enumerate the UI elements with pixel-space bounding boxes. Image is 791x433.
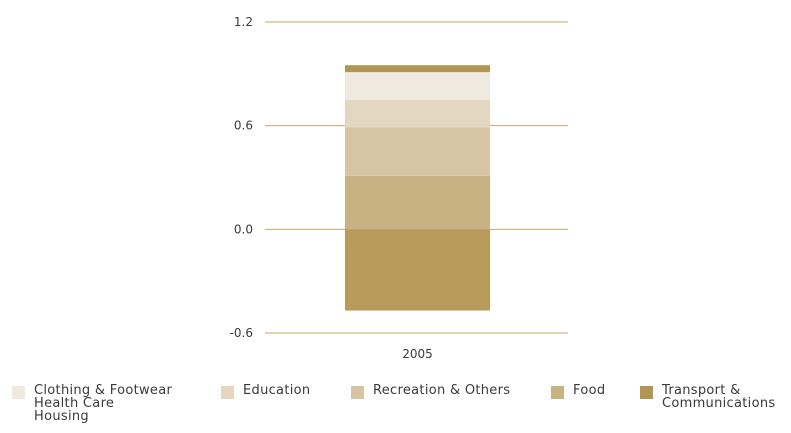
- legend-label: Recreation & Others: [373, 384, 510, 397]
- x-category-labels: 2005: [402, 347, 433, 361]
- legend-line: Education: [243, 383, 311, 398]
- y-tick-labels: 1.2 0.6 0.0 -0.6: [230, 15, 253, 340]
- legend: Clothing & Footwear Health Care Housing …: [0, 384, 791, 433]
- legend-item-food: Food: [551, 384, 605, 399]
- bar-segments: [345, 65, 490, 311]
- bar-segment: [345, 127, 490, 176]
- bar-segment: [345, 175, 490, 230]
- legend-line: Health Care: [34, 396, 115, 411]
- legend-swatch: [640, 386, 653, 399]
- y-tick-label: 1.2: [234, 15, 253, 29]
- bar-segment: [345, 72, 490, 100]
- legend-line: Communications: [662, 396, 776, 411]
- x-category-label: 2005: [402, 347, 433, 361]
- legend-swatch: [551, 386, 564, 399]
- bar-segment: [345, 99, 490, 128]
- legend-swatch: [351, 386, 364, 399]
- legend-item-transport: Transport & Communications: [640, 384, 775, 410]
- legend-line: Food: [573, 383, 606, 398]
- y-tick-label: 0.6: [234, 119, 253, 133]
- legend-label: Education: [243, 384, 310, 397]
- legend-line: Housing: [34, 409, 89, 424]
- legend-label: Clothing & Footwear Health Care Housing: [34, 384, 172, 423]
- legend-swatch: [12, 386, 25, 399]
- legend-label: Transport & Communications: [662, 384, 775, 410]
- legend-label: Food: [573, 384, 605, 397]
- legend-line: Recreation & Others: [373, 383, 511, 398]
- legend-item-education: Education: [221, 384, 310, 399]
- legend-item-recreation: Recreation & Others: [351, 384, 510, 399]
- legend-line: Clothing & Footwear: [34, 383, 173, 398]
- y-tick-label: -0.6: [230, 326, 253, 340]
- legend-line: Transport &: [662, 383, 741, 398]
- bar-segment: [345, 229, 490, 311]
- stacked-bar-chart: 1.2 0.6 0.0 -0.6 2005: [230, 15, 568, 361]
- y-tick-label: 0.0: [234, 222, 253, 236]
- legend-swatch: [221, 386, 234, 399]
- legend-item-clothing: Clothing & Footwear Health Care Housing: [12, 384, 172, 423]
- bar-segment: [345, 65, 490, 73]
